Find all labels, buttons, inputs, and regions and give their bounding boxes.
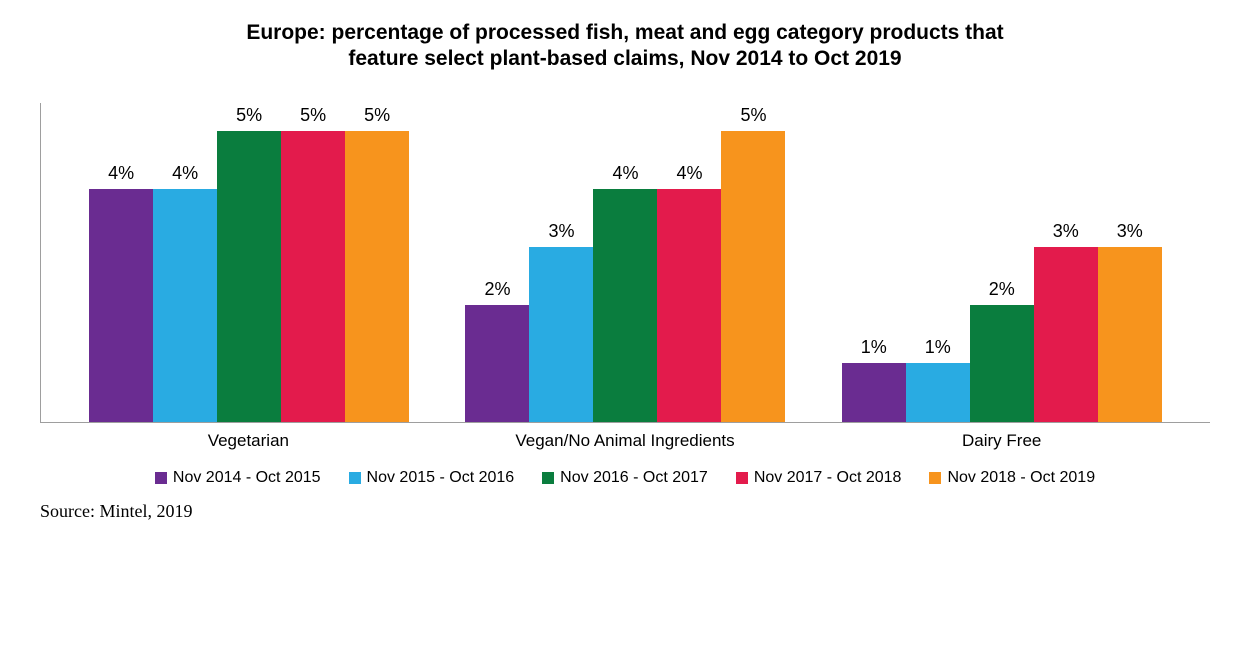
legend-label: Nov 2016 - Oct 2017: [560, 469, 708, 487]
bar-chart: Europe: percentage of processed fish, me…: [40, 20, 1210, 491]
legend-swatch: [155, 472, 167, 484]
bar-value-label: 5%: [721, 105, 785, 126]
bar-value-label: 5%: [281, 105, 345, 126]
legend-swatch: [736, 472, 748, 484]
legend-swatch: [929, 472, 941, 484]
bar-cluster: 1%1%2%3%3%: [842, 103, 1162, 422]
bar-value-label: 4%: [89, 163, 153, 184]
bar-value-label: 3%: [1098, 221, 1162, 242]
bar-value-label: 1%: [842, 337, 906, 358]
bar-value-label: 2%: [465, 279, 529, 300]
bar: 5%: [281, 131, 345, 422]
bar-value-label: 3%: [529, 221, 593, 242]
x-category-label: Vegan/No Animal Ingredients: [437, 431, 814, 451]
bar: 4%: [657, 189, 721, 422]
plot-area: 4%4%5%5%5%2%3%4%4%5%1%1%2%3%3%: [40, 103, 1210, 423]
bar-value-label: 1%: [906, 337, 970, 358]
legend-swatch: [349, 472, 361, 484]
legend-item: Nov 2015 - Oct 2016: [349, 469, 515, 487]
bar: 3%: [1098, 247, 1162, 422]
legend-item: Nov 2016 - Oct 2017: [542, 469, 708, 487]
bar: 3%: [1034, 247, 1098, 422]
legend: Nov 2014 - Oct 2015 Nov 2015 - Oct 2016 No…: [40, 465, 1210, 491]
x-category-label: Vegetarian: [60, 431, 437, 451]
source-citation: Source: Mintel, 2019: [40, 501, 1211, 522]
bar-group: 2%3%4%4%5%: [437, 103, 813, 422]
legend-item: Nov 2014 - Oct 2015: [155, 469, 321, 487]
bar-value-label: 4%: [593, 163, 657, 184]
bar: 2%: [465, 305, 529, 421]
bar-value-label: 5%: [217, 105, 281, 126]
bar: 5%: [721, 131, 785, 422]
legend-item: Nov 2017 - Oct 2018: [736, 469, 902, 487]
bar-value-label: 3%: [1034, 221, 1098, 242]
bar: 4%: [593, 189, 657, 422]
x-category-label: Dairy Free: [813, 431, 1190, 451]
bar-cluster: 4%4%5%5%5%: [89, 103, 409, 422]
bar-value-label: 2%: [970, 279, 1034, 300]
bar: 5%: [345, 131, 409, 422]
bar: 3%: [529, 247, 593, 422]
bar: 4%: [153, 189, 217, 422]
legend-label: Nov 2014 - Oct 2015: [173, 469, 321, 487]
bar-value-label: 5%: [345, 105, 409, 126]
legend-label: Nov 2015 - Oct 2016: [367, 469, 515, 487]
legend-swatch: [542, 472, 554, 484]
bar: 2%: [970, 305, 1034, 421]
bar-value-label: 4%: [657, 163, 721, 184]
x-axis: VegetarianVegan/No Animal IngredientsDai…: [40, 423, 1210, 451]
bar: 1%: [842, 363, 906, 421]
bar: 4%: [89, 189, 153, 422]
bar: 5%: [217, 131, 281, 422]
chart-title: Europe: percentage of processed fish, me…: [225, 20, 1025, 73]
bar-group: 4%4%5%5%5%: [61, 103, 437, 422]
legend-label: Nov 2017 - Oct 2018: [754, 469, 902, 487]
bar: 1%: [906, 363, 970, 421]
legend-label: Nov 2018 - Oct 2019: [947, 469, 1095, 487]
bar-group: 1%1%2%3%3%: [814, 103, 1190, 422]
bar-cluster: 2%3%4%4%5%: [465, 103, 785, 422]
legend-item: Nov 2018 - Oct 2019: [929, 469, 1095, 487]
bar-value-label: 4%: [153, 163, 217, 184]
